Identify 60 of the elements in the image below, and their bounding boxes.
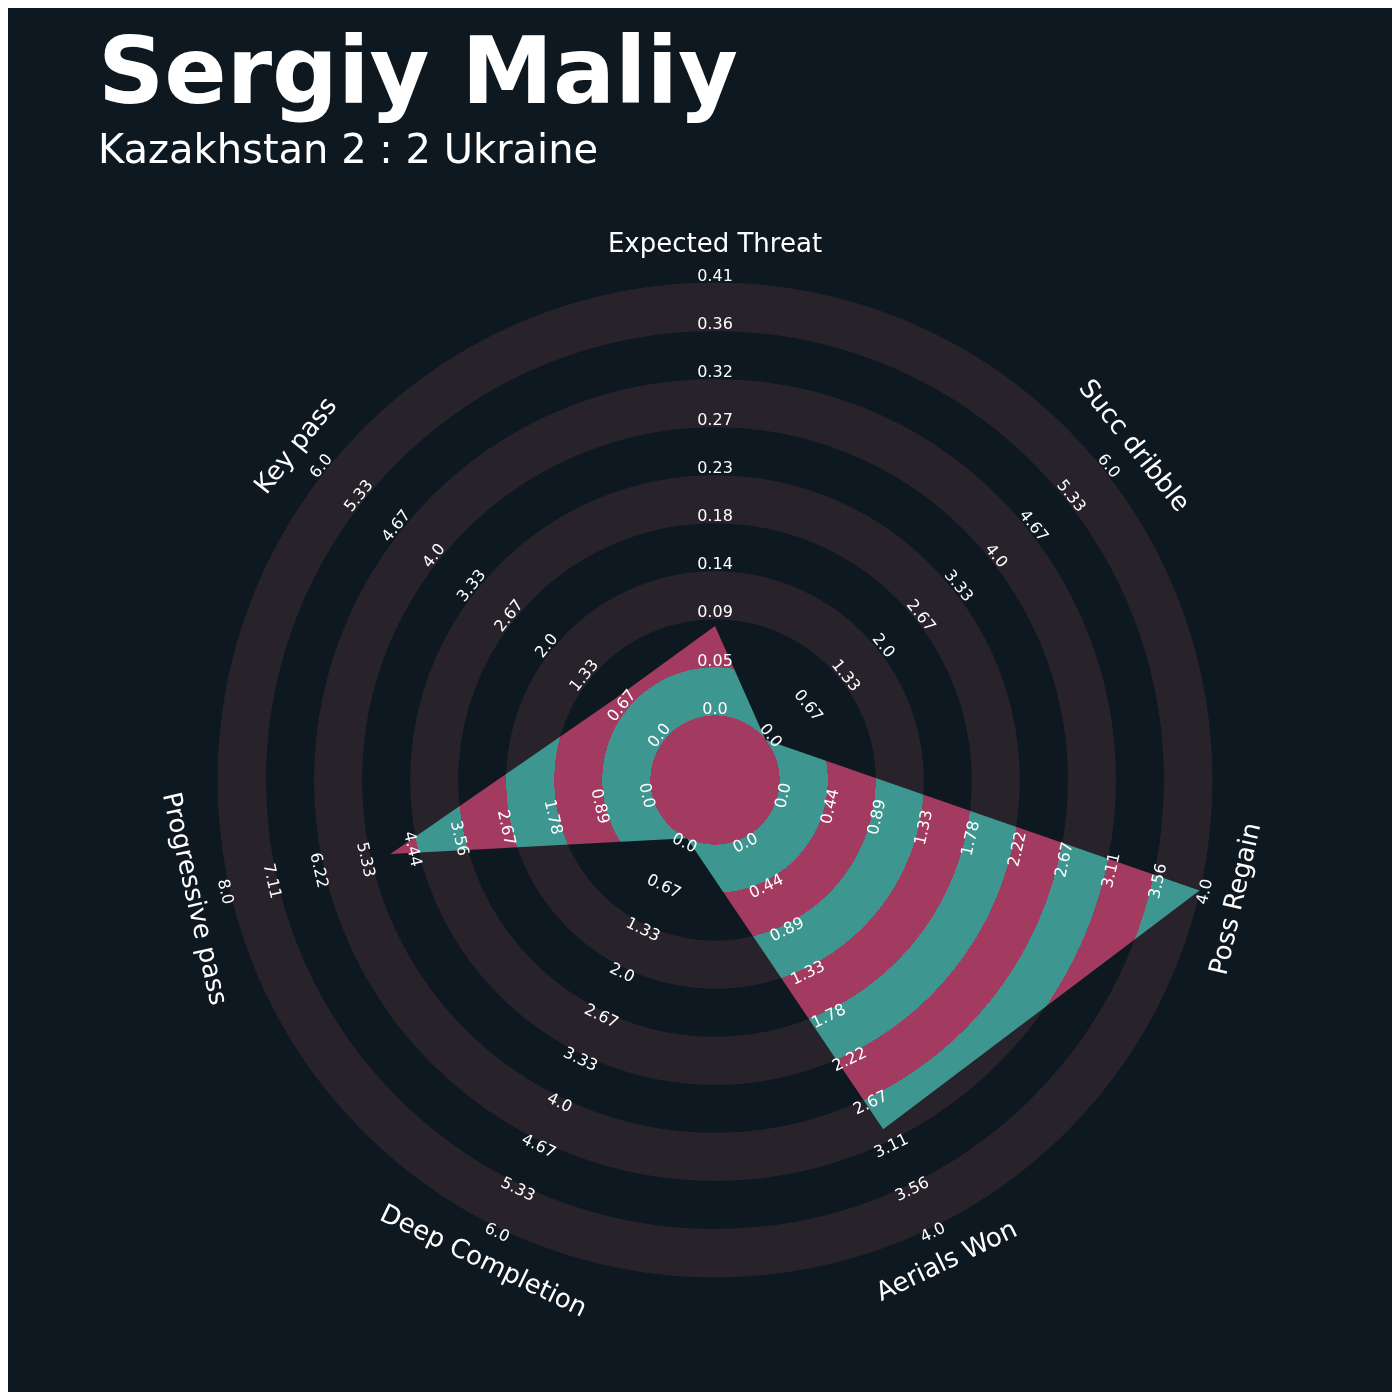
text: 0.05 <box>697 650 733 670</box>
text: 0.09 <box>697 602 733 622</box>
text: 0.27 <box>697 410 733 430</box>
spoke-label: Expected Threat <box>607 227 823 258</box>
text: 0.0 <box>755 719 787 751</box>
text: 0.89 <box>587 786 614 826</box>
text: 0.36 <box>697 314 733 334</box>
text: 2.67 <box>493 808 521 847</box>
text: 8.0 <box>213 877 239 907</box>
text: 4.0 <box>1191 877 1217 907</box>
text: 1.33 <box>787 955 828 989</box>
text: 4.67 <box>1015 505 1053 546</box>
text: 4.0 <box>418 539 449 572</box>
text: 2.67 <box>581 999 622 1032</box>
text: 2.0 <box>606 958 638 987</box>
text: 0.18 <box>697 506 733 526</box>
text: 0.0 <box>770 780 795 810</box>
text: 2.0 <box>530 629 562 662</box>
text: 0.67 <box>643 869 685 902</box>
text: 1.33 <box>909 808 937 847</box>
text: 0.89 <box>766 912 807 946</box>
text: 4.44 <box>400 829 427 869</box>
text: 0.23 <box>697 458 733 478</box>
text: 0.0 <box>702 698 728 718</box>
text: 4.67 <box>518 1129 560 1162</box>
text: 3.33 <box>560 1042 601 1076</box>
text: 6.0 <box>1093 449 1125 482</box>
text: 2.0 <box>868 629 900 662</box>
text: 3.56 <box>891 1172 932 1205</box>
text: 4.0 <box>917 1217 949 1247</box>
text: 3.11 <box>1097 850 1124 890</box>
text: 0.0 <box>669 828 701 857</box>
text: 2.22 <box>829 1042 870 1076</box>
text: 0.14 <box>697 554 733 574</box>
text: 0.0 <box>643 719 675 751</box>
chart-subtitle: Kazakhstan 2 : 2 Ukraine <box>98 126 599 172</box>
text: 0.89 <box>862 797 890 837</box>
text: 2.67 <box>849 1085 891 1119</box>
text: 0.0 <box>729 828 761 857</box>
text: 5.33 <box>353 840 380 880</box>
text: 1.78 <box>540 797 568 837</box>
text: 4.0 <box>544 1088 576 1117</box>
text: 6.22 <box>306 850 333 890</box>
text: 2.22 <box>1003 829 1030 869</box>
text: 5.33 <box>498 1172 539 1205</box>
text: 4.0 <box>981 539 1012 572</box>
text: 3.11 <box>870 1129 912 1162</box>
text: 3.56 <box>446 818 474 858</box>
text: 1.33 <box>623 912 664 946</box>
text: 0.44 <box>816 786 843 826</box>
text: 2.67 <box>1050 840 1077 880</box>
text: 0.41 <box>697 266 733 286</box>
text: 1.78 <box>956 818 984 858</box>
chart-title: Sergiy Maliy <box>98 18 739 125</box>
text: 0.0 <box>635 780 660 810</box>
text: 0.32 <box>697 362 733 382</box>
text: 7.11 <box>259 861 286 901</box>
text: 3.56 <box>1144 861 1171 901</box>
text: 0.44 <box>745 869 787 902</box>
text: 1.78 <box>808 999 849 1032</box>
